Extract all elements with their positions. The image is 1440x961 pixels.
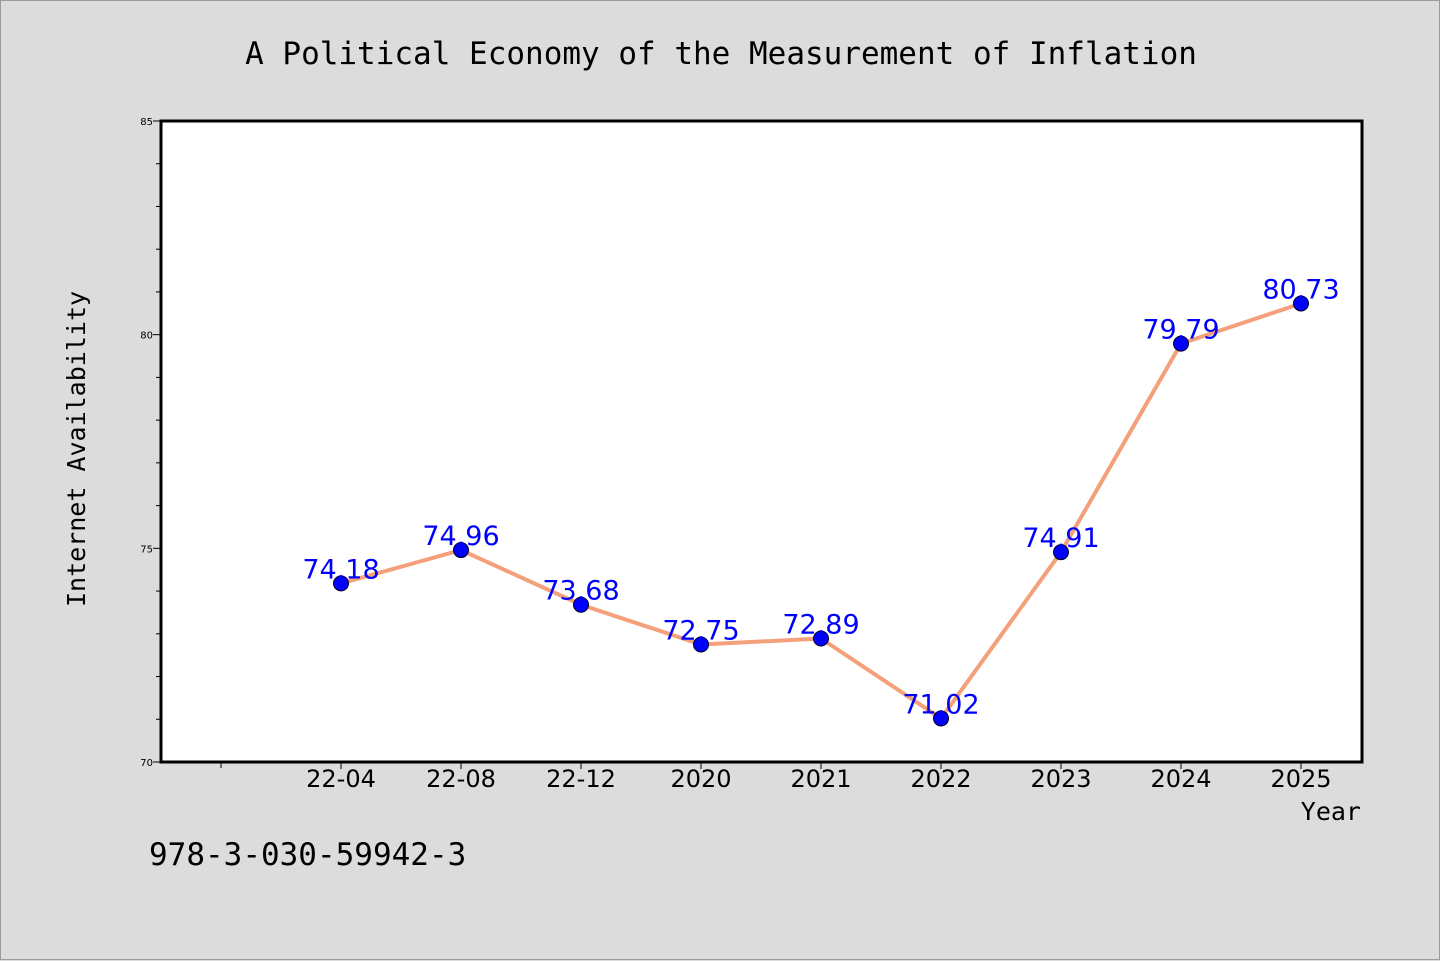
data-label: 79.79 xyxy=(1142,315,1219,346)
x-tick-label: 2023 xyxy=(1030,765,1091,793)
plot-area xyxy=(161,121,1362,762)
x-axis: 22-04 22-08 22-12 2020 2021 2022 2023 2024 2025 xyxy=(220,762,1332,793)
x-tick-label: 2025 xyxy=(1270,765,1331,793)
data-label: 74.18 xyxy=(302,554,379,585)
x-tick-label: 22-04 xyxy=(306,765,376,793)
y-tick-label: 70 xyxy=(140,758,153,769)
data-label: 80.73 xyxy=(1262,274,1339,305)
y-tick-label: 75 xyxy=(140,544,153,555)
x-tick-label: 2024 xyxy=(1150,765,1211,793)
plot-frame xyxy=(159,119,1364,764)
y-tick-label: 80 xyxy=(140,331,153,342)
series-markers xyxy=(333,295,1309,727)
data-point xyxy=(1173,335,1189,352)
data-label: 74.96 xyxy=(422,521,499,552)
data-label: 73.68 xyxy=(542,576,619,607)
data-point xyxy=(333,575,349,592)
data-point xyxy=(573,596,589,613)
data-label: 72.89 xyxy=(782,610,859,641)
x-tick-label: 2022 xyxy=(910,765,971,793)
data-label: 74.91 xyxy=(1022,523,1099,554)
y-axis: 70 75 80 85 xyxy=(140,117,161,769)
data-labels: 74.18 74.96 73.68 72.75 72.89 71.02 74.91 79.79… xyxy=(302,274,1339,720)
chart-title: A Political Economy of the Measurement o… xyxy=(245,36,1197,72)
data-point xyxy=(933,710,949,727)
data-label: 72.75 xyxy=(662,615,739,646)
data-point xyxy=(1293,295,1309,312)
x-tick-label: 22-08 xyxy=(426,765,496,793)
x-axis-label: Year xyxy=(1301,797,1361,826)
data-label: 71.02 xyxy=(902,689,979,720)
data-point xyxy=(693,636,709,653)
x-tick-label: 2020 xyxy=(670,765,731,793)
data-point xyxy=(453,542,469,559)
data-point xyxy=(813,630,829,647)
x-tick-label: 22-12 xyxy=(546,765,616,793)
y-axis-label: Internet Availability xyxy=(62,291,91,607)
y-tick-label: 85 xyxy=(140,117,153,128)
isbn-footnote: 978-3-030-59942-3 xyxy=(149,837,466,873)
x-tick-label: 2021 xyxy=(790,765,851,793)
data-point xyxy=(1053,544,1069,561)
